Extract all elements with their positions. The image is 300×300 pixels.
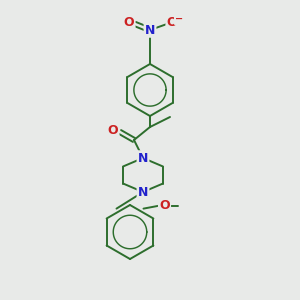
Text: O: O [167, 16, 177, 29]
Text: O: O [124, 16, 134, 29]
Text: O: O [159, 199, 170, 212]
Text: N: N [138, 152, 148, 164]
Text: N: N [145, 23, 155, 37]
Text: O: O [108, 124, 118, 137]
Text: −: − [175, 14, 183, 24]
Text: N: N [138, 185, 148, 199]
